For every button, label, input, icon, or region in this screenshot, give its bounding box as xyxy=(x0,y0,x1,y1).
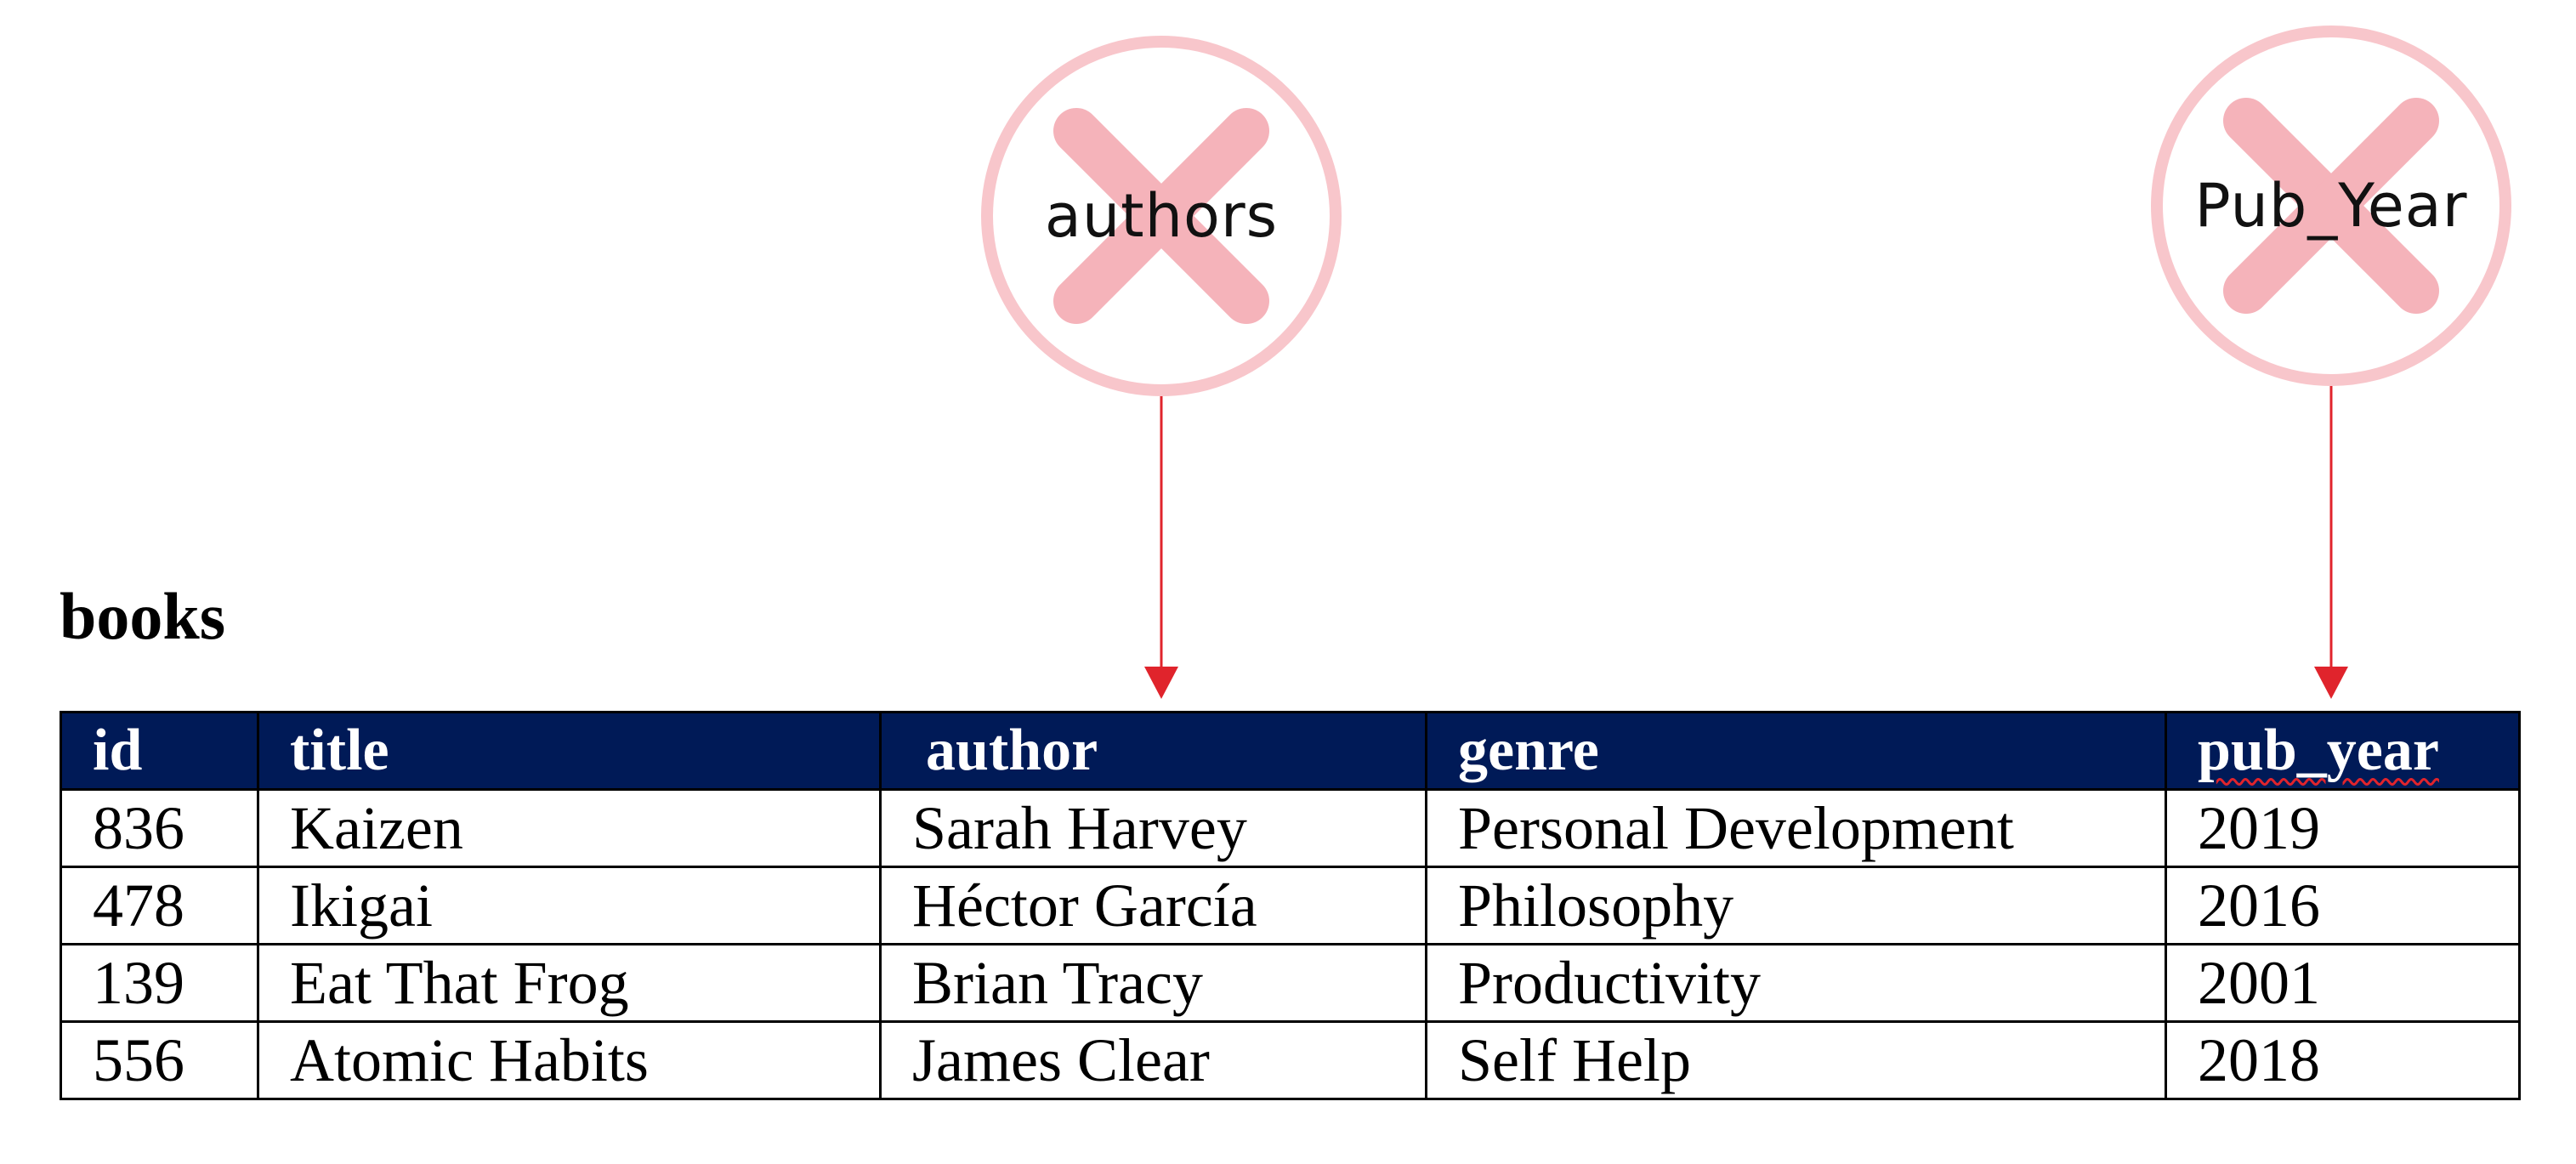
column-header-author: author xyxy=(879,711,1427,791)
authors-rejected-marker: authors xyxy=(981,36,1342,396)
column-header-pub-year: pub_year xyxy=(2165,711,2521,791)
arrow-to-author-column xyxy=(1144,396,1178,699)
cell-title: Eat That Frog xyxy=(257,943,882,1023)
cell-pub-year: 2019 xyxy=(2165,788,2521,868)
column-header-genre: genre xyxy=(1425,711,2167,791)
x-mark-icon xyxy=(1053,108,1269,324)
cell-pub-year: 2001 xyxy=(2165,943,2521,1023)
x-mark-icon xyxy=(2223,98,2439,314)
cell-genre: Self Help xyxy=(1425,1020,2167,1100)
cell-title: Ikigai xyxy=(257,866,882,945)
cell-id: 478 xyxy=(60,866,259,945)
cell-pub-year: 2018 xyxy=(2165,1020,2521,1100)
column-header-title: title xyxy=(257,711,882,791)
table-row: 556 Atomic Habits James Clear Self Help … xyxy=(60,1020,2521,1100)
authors-marker-label: authors xyxy=(1044,181,1279,251)
arrow-to-pub-year-column xyxy=(2314,386,2348,699)
cell-title: Kaizen xyxy=(257,788,882,868)
cell-id: 139 xyxy=(60,943,259,1023)
cell-genre: Philosophy xyxy=(1425,866,2167,945)
table-row: 139 Eat That Frog Brian Tracy Productivi… xyxy=(60,943,2521,1023)
pub-year-rejected-marker: Pub_Year xyxy=(2151,26,2511,386)
cell-genre: Productivity xyxy=(1425,943,2167,1023)
pub-year-marker-label: Pub_Year xyxy=(2194,171,2468,241)
cell-author: Brian Tracy xyxy=(879,943,1427,1023)
table-row: 836 Kaizen Sarah Harvey Personal Develop… xyxy=(60,788,2521,868)
table-row: 478 Ikigai Héctor García Philosophy 2016 xyxy=(60,866,2521,945)
table-title: books xyxy=(60,579,226,653)
books-table: id title author genre pub_year 836 Kaize… xyxy=(60,711,2521,1100)
cell-title: Atomic Habits xyxy=(257,1020,882,1100)
pub-year-header-text: pub_year xyxy=(2198,718,2439,783)
column-header-id: id xyxy=(60,711,259,791)
cell-author: Sarah Harvey xyxy=(879,788,1427,868)
cell-author: Héctor García xyxy=(879,866,1427,945)
cell-pub-year: 2016 xyxy=(2165,866,2521,945)
table-header-row: id title author genre pub_year xyxy=(60,711,2521,791)
cell-genre: Personal Development xyxy=(1425,788,2167,868)
cell-author: James Clear xyxy=(879,1020,1427,1100)
cell-id: 556 xyxy=(60,1020,259,1100)
cell-id: 836 xyxy=(60,788,259,868)
